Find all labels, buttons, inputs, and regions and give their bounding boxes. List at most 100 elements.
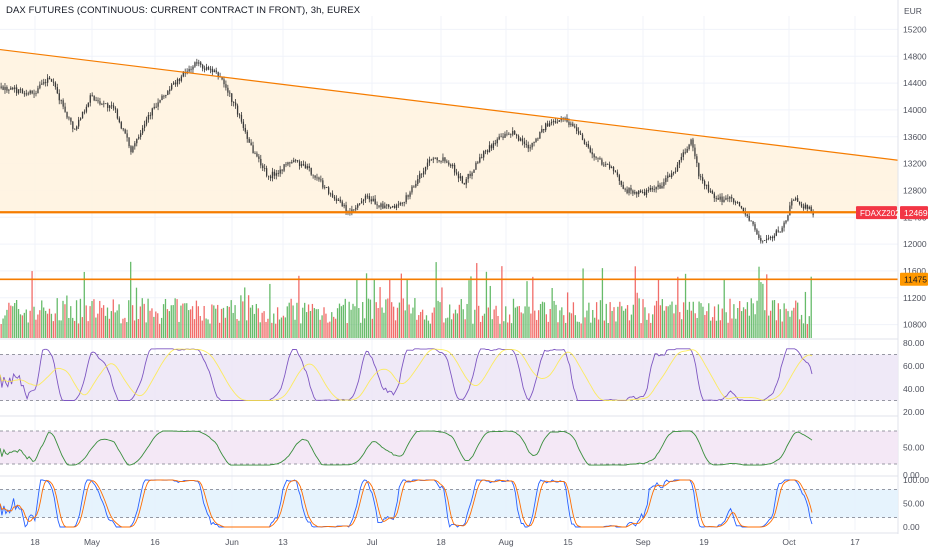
indicator-band (0, 431, 898, 464)
candle-body (552, 121, 555, 122)
volume-bar (323, 307, 325, 338)
candle-body (800, 204, 803, 207)
candle-body (279, 169, 281, 174)
volume-bar (288, 302, 290, 338)
candle-body (333, 196, 336, 199)
volume-bar (601, 268, 604, 338)
candle-body (634, 192, 636, 194)
candle-body (331, 193, 334, 197)
volume-bar (518, 306, 520, 338)
volume-bar (580, 323, 582, 338)
volume-bar (617, 306, 619, 338)
volume-bar (402, 298, 404, 338)
stochastic-k-line (0, 479, 813, 528)
volume-bar (267, 318, 269, 338)
volume-bar (46, 313, 49, 338)
candle-body (60, 100, 62, 102)
last-price-label: 12469 (904, 208, 928, 218)
candle-body (205, 66, 208, 70)
volume-bar (715, 320, 718, 338)
candle-body (72, 121, 74, 129)
volume-bar (804, 291, 807, 338)
volume-bar (659, 305, 662, 338)
volume-bar (44, 310, 47, 338)
volume-bar (346, 323, 348, 338)
candle-body (17, 89, 20, 94)
volume-bar (89, 306, 91, 338)
candle-body (672, 172, 675, 174)
volume-bar (265, 321, 267, 338)
candle-body (610, 167, 613, 169)
volume-bar (93, 299, 95, 338)
volume-bar (408, 304, 410, 338)
volume-bar (207, 319, 209, 338)
volume-bar (0, 323, 2, 338)
volume-bar (352, 303, 354, 338)
volume-bar (611, 310, 613, 338)
candle-body (273, 171, 276, 176)
volume-bar (348, 301, 350, 338)
candle-body (149, 114, 152, 116)
candle-body (147, 114, 150, 120)
candle-body (791, 200, 793, 206)
volume-bar (640, 323, 642, 338)
candle-body (159, 100, 161, 103)
candle-body (95, 100, 97, 102)
volume-bar (568, 312, 571, 338)
indicator-axis-label: 80.00 (903, 338, 925, 348)
volume-bar (400, 273, 402, 338)
volume-bar (549, 308, 551, 338)
volume-bar (740, 311, 743, 338)
volume-bar (72, 317, 74, 338)
candle-body (178, 79, 181, 81)
candle-body (756, 229, 758, 235)
volume-bar (244, 287, 246, 338)
candle-body (368, 196, 371, 200)
candle-body (221, 76, 223, 80)
candle-body (380, 203, 382, 207)
time-axis-label: 18 (30, 537, 40, 547)
candle-body (382, 203, 384, 209)
volume-bar (101, 307, 103, 338)
candle-body (698, 163, 700, 177)
candle-body (198, 62, 200, 64)
volume-bar (802, 323, 805, 338)
volume-bar (87, 321, 89, 338)
candle-body (99, 101, 101, 105)
volume-bar (532, 276, 534, 338)
candle-body (134, 143, 136, 147)
volume-bar (536, 319, 538, 338)
volume-bar (483, 313, 486, 338)
volume-bar (106, 307, 109, 338)
volume-bar (15, 299, 18, 338)
candle-body (663, 182, 665, 187)
candle-body (442, 157, 444, 161)
candle-body (587, 143, 589, 148)
candle-body (118, 118, 121, 123)
volume-bar (619, 301, 621, 338)
candle-body (514, 131, 516, 135)
volume-bar (798, 319, 801, 338)
volume-bar (541, 301, 544, 338)
candle-body (283, 164, 285, 171)
volume-bar (632, 304, 634, 338)
volume-bar (700, 303, 702, 338)
candle-body (29, 90, 31, 94)
candle-body (231, 93, 233, 103)
candle-body (618, 175, 621, 181)
volume-bar (25, 309, 27, 338)
volume-bar (636, 292, 638, 338)
candle-body (343, 204, 345, 207)
candle-body (114, 108, 117, 110)
candle-body (550, 121, 553, 124)
volume-bar (108, 318, 111, 338)
candle-body (486, 150, 489, 153)
volume-bar (748, 315, 750, 338)
volume-bar (613, 307, 615, 338)
volume-bar (462, 309, 464, 338)
candle-body (734, 202, 737, 204)
candle-body (153, 106, 155, 109)
volume-bar (367, 298, 370, 338)
